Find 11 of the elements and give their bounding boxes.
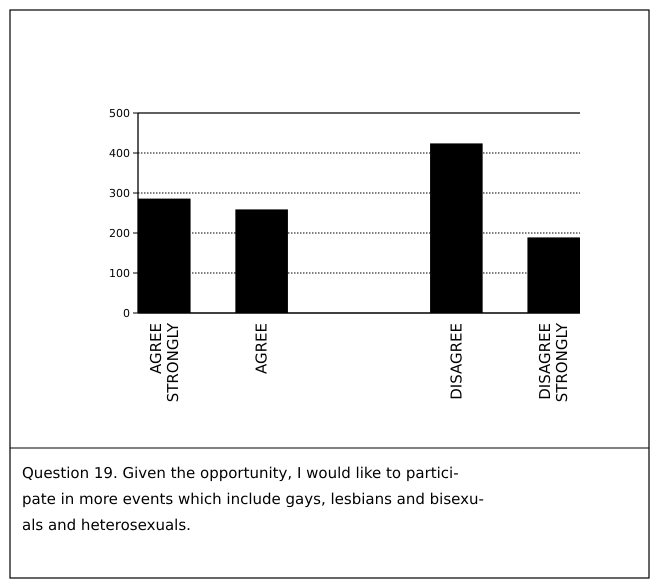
x-tick-label: AGREE STRONGLY <box>146 322 182 402</box>
text: Question 19. Given the opportunity, I would like to partici- pate in more events which include gays, lesbians and bisexu- als and heterosexuals. <box>22 464 484 534</box>
y-tick-label: 0 <box>123 306 130 320</box>
y-tick-label: 400 <box>109 146 130 160</box>
x-tick-label: DISAGREE <box>447 323 466 400</box>
y-tick-label: 200 <box>109 226 130 240</box>
y-tick-label: 100 <box>109 266 130 280</box>
x-tick-label: DISAGREE STRONGLY <box>536 322 572 402</box>
y-tick-label: 500 <box>109 106 130 120</box>
y-tick-label: 300 <box>109 186 130 200</box>
x-tick-label: AGREE <box>252 323 271 374</box>
